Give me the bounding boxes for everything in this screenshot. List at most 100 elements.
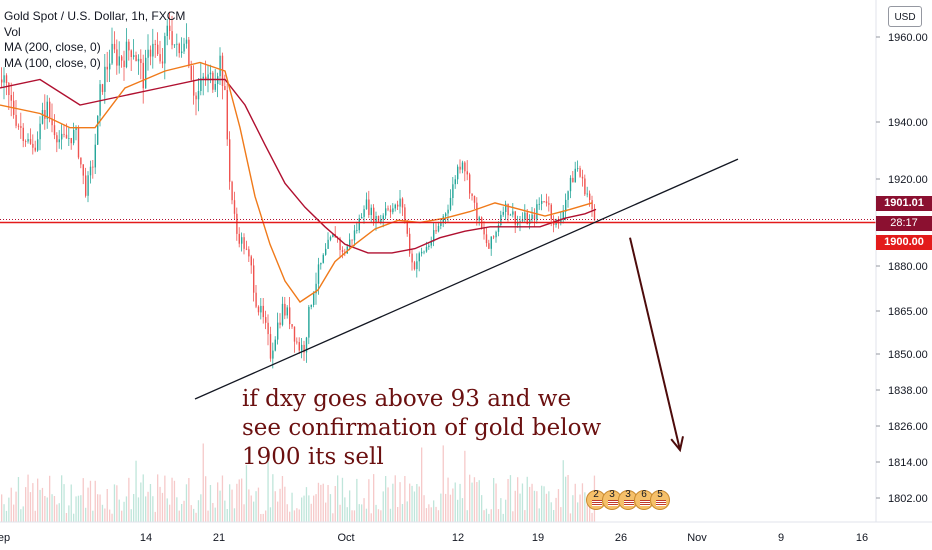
- volume-bar: [425, 508, 428, 522]
- volume-bar: [241, 478, 243, 522]
- annotation-text[interactable]: if dxy goes above 93 and we see confirma…: [242, 386, 602, 470]
- candle-body: [502, 212, 504, 215]
- candle-body: [281, 303, 284, 325]
- volume-bar: [193, 508, 195, 522]
- volume-bar: [296, 508, 298, 522]
- candle-body: [521, 219, 524, 222]
- candle-body: [351, 239, 353, 241]
- volume-bar: [329, 494, 332, 522]
- flag-icon: [640, 500, 650, 506]
- event-marker[interactable]: 5: [650, 489, 670, 510]
- volume-bar: [190, 505, 192, 522]
- candle-body: [137, 58, 140, 62]
- price-tick-label: 1850.00: [888, 349, 928, 361]
- candle-body: [87, 175, 89, 196]
- volume-bar: [159, 486, 161, 522]
- volume-bar: [49, 475, 51, 522]
- volume-bar: [565, 476, 567, 522]
- volume-bar: [269, 507, 272, 522]
- candle-body: [164, 36, 166, 64]
- candle-body: [315, 283, 317, 294]
- volume-bar: [569, 513, 572, 522]
- volume-bar: [92, 510, 94, 522]
- candle-body: [269, 334, 272, 359]
- candle-body: [509, 214, 512, 216]
- volume-bar: [243, 504, 245, 522]
- candle-body: [375, 216, 377, 223]
- candle-body: [109, 63, 111, 70]
- candle-body: [545, 201, 548, 204]
- candle-body: [356, 230, 358, 231]
- volume-bar: [394, 475, 396, 522]
- volume-bar: [181, 504, 183, 522]
- volume-bar: [29, 492, 32, 522]
- volume-bar: [80, 495, 82, 522]
- volume-bar: [418, 486, 420, 522]
- legend-ma-200[interactable]: MA (200, close, 0): [4, 40, 101, 54]
- volume-bar: [37, 478, 39, 522]
- volume-bar: [445, 493, 447, 522]
- candle-body: [409, 233, 411, 254]
- candle-body: [130, 50, 132, 57]
- volume-bar: [365, 508, 368, 522]
- volume-bar: [305, 487, 308, 522]
- candle-body: [185, 39, 188, 44]
- volume-bar: [377, 509, 380, 522]
- volume-bar: [188, 478, 190, 522]
- candle-body: [236, 213, 238, 234]
- candle-body: [437, 226, 440, 232]
- legend-vol[interactable]: Vol: [4, 24, 21, 39]
- candle-body: [313, 293, 315, 305]
- candle-body: [404, 207, 406, 221]
- volume-bar: [229, 484, 231, 522]
- candle-body: [363, 209, 365, 217]
- currency-button[interactable]: USD: [888, 6, 922, 27]
- horizontal-level-label: 1900.00: [876, 235, 932, 250]
- volume-bar: [526, 476, 528, 522]
- candle-body: [77, 127, 80, 158]
- volume-bar: [245, 465, 248, 522]
- volume-bar: [457, 499, 459, 522]
- volume-bar: [334, 486, 336, 522]
- time-tick-label: 16: [856, 532, 868, 544]
- volume-bar: [406, 501, 408, 522]
- legend-ma-100[interactable]: MA (100, close, 0): [4, 55, 101, 70]
- candle-body: [449, 197, 452, 210]
- candle-body: [219, 55, 221, 77]
- volume-bar: [207, 510, 209, 522]
- current-price-label: 1901.01: [876, 196, 932, 211]
- volume-bar: [505, 499, 507, 522]
- candle-body: [173, 44, 176, 46]
- candle-body: [430, 241, 432, 246]
- candle-body: [29, 139, 32, 144]
- candle-body: [303, 344, 305, 353]
- volume-bar: [416, 484, 418, 522]
- candle-body: [121, 56, 123, 61]
- volume-bar: [41, 487, 44, 522]
- volume-bar: [493, 478, 495, 522]
- volume-bar: [231, 489, 233, 522]
- volume-bar: [289, 511, 291, 522]
- volume-bar: [226, 509, 228, 522]
- flag-icon: [624, 500, 634, 506]
- volume-bar: [147, 491, 149, 522]
- volume-bar: [219, 490, 221, 522]
- volume-bar: [89, 480, 92, 522]
- volume-bar: [82, 478, 84, 522]
- candle-body: [97, 115, 99, 145]
- price-tick-label: 1826.00: [888, 421, 928, 433]
- candle-body: [226, 90, 228, 140]
- volume-bar: [409, 483, 411, 522]
- volume-bar: [483, 510, 485, 522]
- candle-body: [5, 75, 8, 83]
- candle-body: [339, 238, 341, 250]
- candle-body: [229, 139, 231, 182]
- volume-bar: [353, 510, 356, 522]
- volume-bar: [260, 514, 262, 522]
- ma-200-line: [0, 78, 597, 254]
- volume-bar: [452, 488, 454, 522]
- candle-body: [461, 162, 464, 170]
- volume-bar: [152, 496, 154, 522]
- volume-bars: [1, 443, 596, 522]
